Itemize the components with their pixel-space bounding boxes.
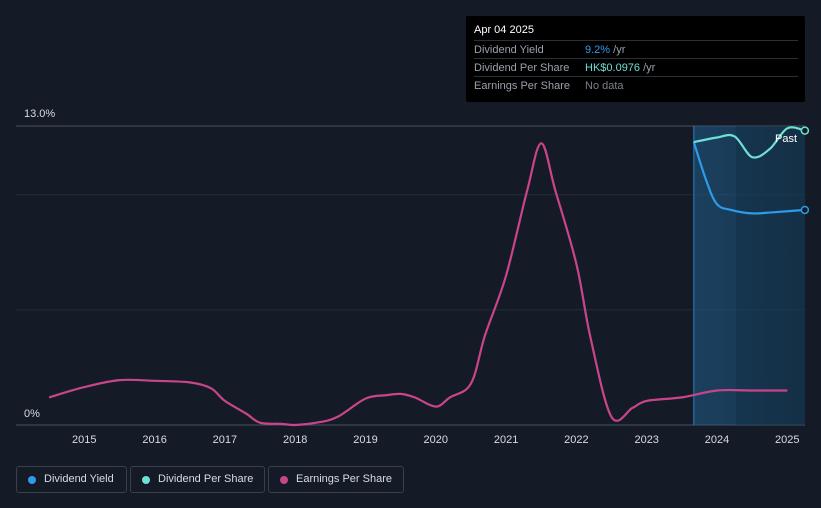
legend-label: Dividend Yield [44,473,114,485]
x-tick-label: 2017 [213,434,237,446]
tooltip-value-text: 9.2% [585,44,611,56]
dividend-yield-end-marker [800,205,810,215]
tooltip-value: 9.2% /yr [585,44,625,56]
tooltip-value: HK$0.0976 /yr [585,62,655,74]
tooltip-unit: /yr [640,62,656,74]
x-tick-label: 2016 [142,434,166,446]
forecast-shade-rect [735,126,805,425]
y-axis-min-label: 0% [24,408,40,420]
x-tick-label: 2024 [705,434,729,446]
tooltip-panel: Apr 04 2025 Dividend Yield 9.2% /yr Divi… [466,16,805,102]
tooltip-date: Apr 04 2025 [474,24,534,36]
legend-label: Earnings Per Share [296,473,392,485]
past-label: Past [775,133,797,145]
legend-dot-icon [142,476,150,484]
legend-earnings-per-share[interactable]: Earnings Per Share [268,466,404,493]
tooltip-label: Dividend Yield [474,44,544,56]
x-tick-label: 2019 [353,434,377,446]
x-tick-label: 2022 [564,434,588,446]
x-tick-label: 2021 [494,434,518,446]
tooltip-row-dividend-yield: Dividend Yield 9.2% /yr [474,40,798,59]
legend-dot-icon [280,476,288,484]
x-tick-label: 2015 [72,434,96,446]
dividend-per-share-line [693,126,806,159]
tooltip-value-text: HK$0.0976 [585,62,641,74]
past-shaded-region [693,126,805,425]
legend-dividend-per-share[interactable]: Dividend Per Share [130,466,265,493]
earnings-per-share-line [48,142,788,427]
legend-dot-icon [28,476,36,484]
tooltip-label: Dividend Per Share [474,62,570,74]
tooltip-value-text: No data [585,80,624,92]
x-tick-label: 2025 [775,434,799,446]
tooltip-label: Earnings Per Share [474,80,570,92]
dividend-yield-line [692,141,805,215]
tooltip-unit: /yr [610,44,626,56]
legend-dividend-yield[interactable]: Dividend Yield [16,466,127,493]
legend-label: Dividend Per Share [158,473,254,485]
x-tick-label: 2023 [634,434,658,446]
tooltip-row-dividend-per-share: Dividend Per Share HK$0.0976 /yr [474,58,798,77]
x-tick-label: 2020 [424,434,448,446]
dividend-per-share-end-marker [800,126,810,135]
tooltip-row-earnings-per-share: Earnings Per Share No data [474,76,798,95]
tooltip-value: No data [585,80,624,92]
past-shade-rect [693,126,805,425]
x-axis-tick-labels: 2015 2016 2017 2018 2019 2020 2021 2022 2023 2024… [72,434,799,446]
y-axis-max-label: 13.0% [24,108,56,120]
series-lines [48,126,806,427]
series-end-markers [800,126,810,215]
x-tick-label: 2018 [283,434,307,446]
grid-lines [16,125,805,426]
